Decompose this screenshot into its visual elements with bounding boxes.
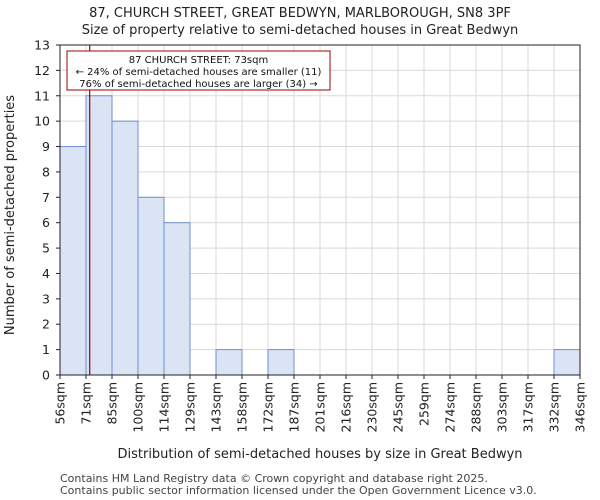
x-tick-label: 100sqm — [131, 382, 146, 432]
bar — [59, 146, 87, 376]
y-tick-label: 7 — [42, 190, 50, 205]
bar — [553, 349, 581, 376]
x-tick-label: 245sqm — [391, 382, 406, 432]
bar — [85, 95, 113, 376]
bar — [137, 196, 165, 376]
bar — [111, 120, 139, 376]
y-tick-label: 1 — [42, 342, 50, 357]
annotation-line-3: 76% of semi-detached houses are larger (… — [79, 79, 317, 90]
bar — [163, 222, 191, 376]
x-tick-label: 288sqm — [469, 382, 484, 432]
x-tick-label: 172sqm — [261, 382, 276, 432]
y-tick-label: 4 — [42, 266, 50, 281]
x-tick-label: 317sqm — [521, 382, 536, 432]
annotation-line-2: ← 24% of semi-detached houses are smalle… — [76, 67, 322, 78]
histogram-chart: 87, CHURCH STREET, GREAT BEDWYN, MARLBOR… — [3, 6, 588, 462]
footer-line-2: Contains public sector information licen… — [60, 484, 537, 497]
bars — [59, 95, 581, 376]
footer-line-1: Contains HM Land Registry data © Crown c… — [60, 472, 488, 485]
x-tick-label: 201sqm — [313, 382, 328, 432]
x-axis-label: Distribution of semi-detached houses by … — [117, 447, 522, 462]
y-tick-label: 13 — [34, 38, 50, 53]
annotation: 87 CHURCH STREET: 73sqm ← 24% of semi-de… — [66, 50, 331, 91]
bar — [267, 349, 295, 376]
y-tick-label: 10 — [34, 114, 50, 129]
footer: Contains HM Land Registry data © Crown c… — [60, 473, 537, 497]
y-tick-label: 2 — [42, 317, 50, 332]
x-tick-label: 230sqm — [365, 382, 380, 432]
y-tick-label: 12 — [34, 63, 50, 78]
annotation-box — [66, 50, 331, 91]
x-tick-label: 143sqm — [209, 382, 224, 432]
y-tick-label: 9 — [42, 139, 50, 154]
x-tick-label: 85sqm — [105, 382, 120, 425]
x-tick-label: 332sqm — [547, 382, 562, 432]
x-tick-label: 129sqm — [183, 382, 198, 432]
x-tick-label: 274sqm — [443, 382, 458, 432]
x-tick-label: 303sqm — [495, 382, 510, 432]
x-tick-label: 71sqm — [79, 382, 94, 425]
y-tick-label: 5 — [42, 241, 50, 256]
x-tick-label: 56sqm — [53, 382, 68, 425]
y-tick-label: 0 — [42, 368, 50, 383]
y-tick-label: 3 — [42, 291, 50, 306]
x-tick-label: 158sqm — [235, 382, 250, 432]
y-tick-label: 6 — [42, 215, 50, 230]
chart-subtitle: Size of property relative to semi-detach… — [82, 23, 519, 38]
x-tick-label: 114sqm — [157, 382, 172, 432]
bar — [215, 349, 243, 376]
grid-lines — [59, 44, 581, 376]
chart-title: 87, CHURCH STREET, GREAT BEDWYN, MARLBOR… — [89, 6, 511, 21]
x-tick-label: 187sqm — [287, 382, 302, 432]
x-tick-label: 259qm — [417, 382, 432, 426]
y-axis-label: Number of semi-detached properties — [3, 95, 18, 335]
y-tick-label: 11 — [34, 88, 50, 103]
x-tick-label: 346sqm — [573, 382, 588, 432]
y-tick-label: 8 — [42, 164, 50, 179]
x-tick-label: 216sqm — [339, 382, 354, 432]
x-axis-ticks: 56sqm 71sqm 85sqm 100sqm 114sqm 129sqm 143sqm 1… — [53, 375, 588, 432]
annotation-line-1: 87 CHURCH STREET: 73sqm — [129, 55, 268, 66]
